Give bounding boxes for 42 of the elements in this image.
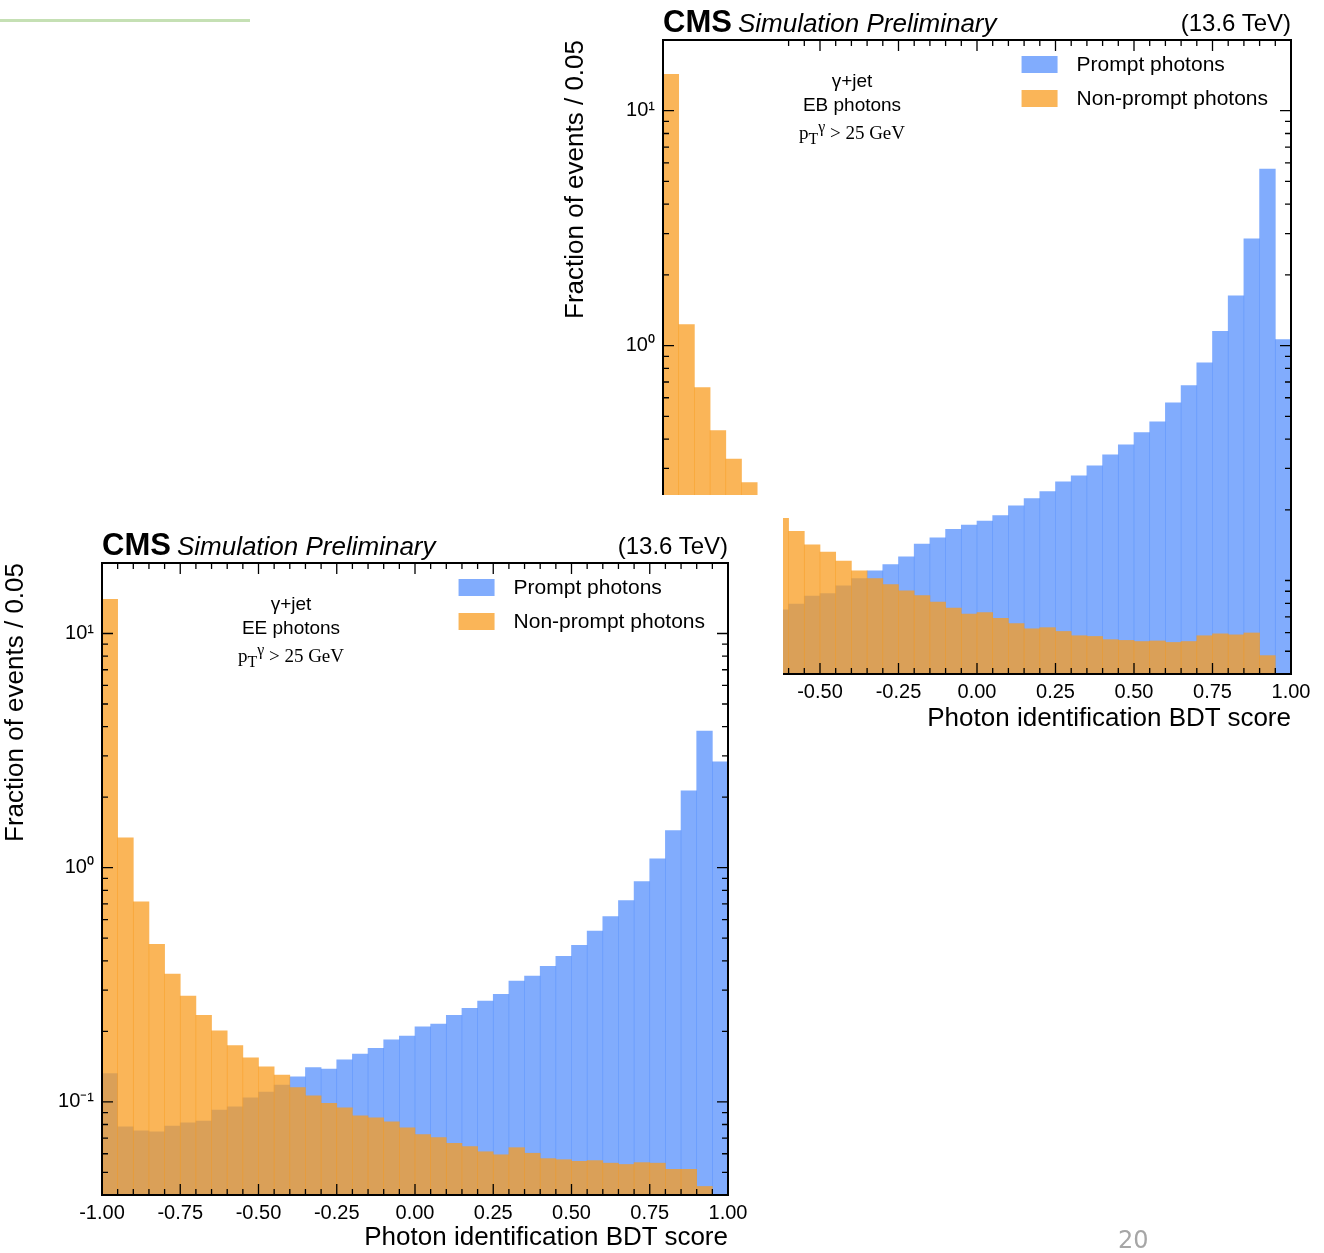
annotation: (13.6 TeV)	[617, 532, 728, 559]
x-tick-label: 1.00	[1271, 679, 1311, 702]
y-tick-label: 10¹	[65, 621, 95, 644]
x-tick-label: -0.25	[313, 1200, 360, 1223]
text: 20	[1118, 1226, 1149, 1253]
y-tick-label: 10⁰	[625, 333, 655, 356]
y-axis-title: Fraction of events / 0.05	[558, 40, 589, 319]
legend-label: Prompt photons	[1076, 52, 1225, 76]
x-tick-label: 0.50	[552, 1200, 591, 1223]
x-tick-label: 1.00	[708, 1200, 748, 1223]
x-tick-label: 0.00	[395, 1200, 435, 1223]
chart-subtitle: Simulation Preliminary	[737, 8, 997, 38]
x-tick-label: -0.50	[797, 679, 843, 702]
legend-label: Non-prompt photons	[1076, 86, 1269, 110]
x-axis-title: Photon identification BDT score	[364, 1220, 728, 1251]
annotation: γ+jet	[831, 70, 873, 91]
x-tick-label: -0.75	[157, 1200, 204, 1223]
chart-title: CMS	[102, 527, 171, 562]
x-tick-label: 0.25	[1036, 679, 1075, 702]
x-axis-title: Photon identification BDT score	[927, 701, 1291, 732]
annotation: EB photons	[802, 94, 902, 115]
legend-label: Prompt photons	[513, 575, 662, 599]
x-tick-label: 0.00	[957, 679, 997, 702]
annotation: p$_{T}$$^{γ}$ > 25 GeV	[798, 118, 906, 148]
annotation: EE photons	[241, 617, 341, 638]
x-tick-label: 0.75	[630, 1200, 670, 1223]
x-tick-label: -0.50	[235, 1200, 282, 1223]
x-tick-label: -0.25	[875, 679, 922, 702]
y-tick-label: 10⁻¹	[58, 1089, 95, 1112]
chart-subtitle: Simulation Preliminary	[176, 531, 436, 561]
x-tick-label: 0.25	[473, 1200, 513, 1223]
y-tick-label: 10¹	[626, 98, 656, 121]
annotation: γ+jet	[270, 593, 312, 614]
legend-label: Non-prompt photons	[513, 609, 706, 633]
x-tick-label: 0.75	[1193, 679, 1232, 702]
y-axis-title: Fraction of events / 0.05	[0, 563, 29, 842]
x-tick-label: 0.50	[1114, 679, 1154, 702]
text: (13.6 TeV)	[1180, 9, 1291, 36]
y-tick-label: 10⁰	[64, 855, 94, 878]
annotation: p$_{T}$$^{γ}$ > 25 GeV	[237, 641, 345, 671]
x-tick-label: -1.00	[79, 1200, 125, 1223]
chart-title: CMS	[663, 4, 732, 39]
